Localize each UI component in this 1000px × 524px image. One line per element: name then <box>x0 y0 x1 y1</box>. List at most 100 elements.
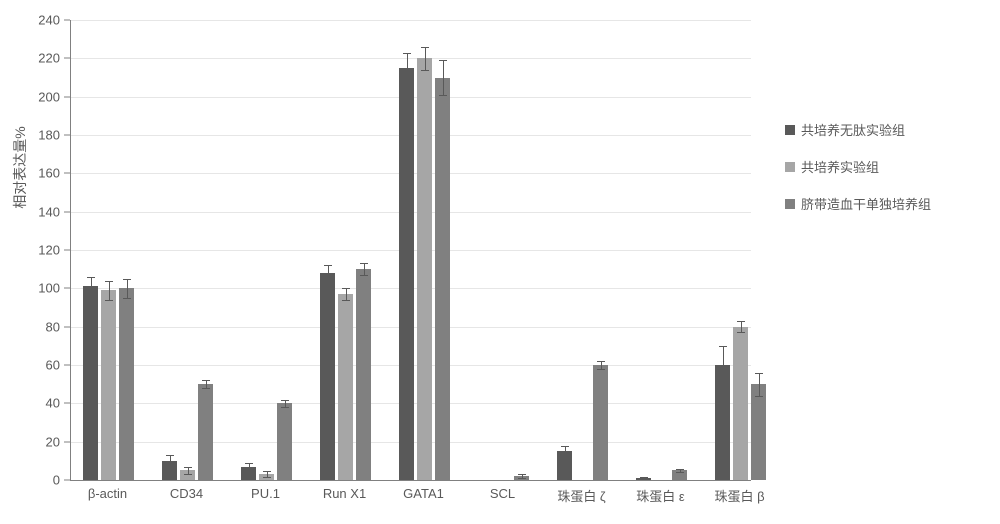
error-bar-cap <box>360 263 368 264</box>
legend-label: 共培养无肽实验组 <box>801 120 905 139</box>
legend-swatch <box>785 199 795 209</box>
legend-swatch <box>785 162 795 172</box>
bar <box>277 403 292 480</box>
error-bar-cap <box>737 332 745 333</box>
x-category-label: 珠蛋白 β <box>714 486 764 505</box>
error-bar-cap <box>640 477 648 478</box>
bar-chart: 相对表达量% 020406080100120140160180200220240… <box>0 0 1000 524</box>
error-bar <box>346 288 347 300</box>
error-bar-cap <box>245 470 253 471</box>
x-category-label: CD34 <box>170 486 203 501</box>
error-bar-cap <box>439 60 447 61</box>
bar <box>198 384 213 480</box>
error-bar <box>601 361 602 369</box>
x-category-label: 珠蛋白 ζ <box>557 486 605 505</box>
y-tick-label: 220 <box>0 51 60 66</box>
y-tick-label: 240 <box>0 13 60 28</box>
error-bar-cap <box>263 471 271 472</box>
error-bar <box>328 265 329 280</box>
y-tick-label: 60 <box>0 358 60 373</box>
error-bar-cap <box>403 53 411 54</box>
error-bar-cap <box>184 467 192 468</box>
error-bar-cap <box>281 407 289 408</box>
gridline <box>71 58 751 59</box>
y-tick-label: 140 <box>0 204 60 219</box>
error-bar-cap <box>166 455 174 456</box>
y-tick-label: 40 <box>0 396 60 411</box>
y-tick-label: 120 <box>0 243 60 258</box>
x-category-label: PU.1 <box>251 486 280 501</box>
error-bar <box>565 446 566 458</box>
bar <box>399 68 414 480</box>
legend-item: 共培养无肽实验组 <box>785 120 931 139</box>
error-bar-cap <box>123 298 131 299</box>
error-bar-cap <box>202 380 210 381</box>
error-bar <box>723 346 724 384</box>
error-bar-cap <box>518 474 526 475</box>
error-bar <box>249 463 250 471</box>
error-bar <box>425 47 426 70</box>
bar <box>83 286 98 480</box>
legend-item: 共培养实验组 <box>785 157 931 176</box>
gridline <box>71 20 751 21</box>
error-bar-cap <box>324 265 332 266</box>
error-bar-cap <box>87 277 95 278</box>
error-bar-cap <box>281 400 289 401</box>
x-category-label: Run X1 <box>323 486 366 501</box>
error-bar <box>759 373 760 396</box>
error-bar-cap <box>421 47 429 48</box>
error-bar-cap <box>324 281 332 282</box>
error-bar-cap <box>561 446 569 447</box>
error-bar-cap <box>755 373 763 374</box>
error-bar-cap <box>87 296 95 297</box>
bar <box>119 288 134 480</box>
error-bar-cap <box>597 369 605 370</box>
plot-area <box>70 20 751 481</box>
bar <box>751 384 766 480</box>
legend: 共培养无肽实验组共培养实验组脐带造血干单独培养组 <box>785 120 931 231</box>
error-bar-cap <box>105 281 113 282</box>
error-bar-cap <box>561 457 569 458</box>
y-tick-label: 100 <box>0 281 60 296</box>
bar <box>593 365 608 480</box>
error-bar-cap <box>755 396 763 397</box>
y-tick-label: 180 <box>0 128 60 143</box>
error-bar <box>443 60 444 95</box>
error-bar-cap <box>719 384 727 385</box>
x-category-label: β-actin <box>88 486 127 501</box>
error-bar-cap <box>676 469 684 470</box>
bar <box>356 269 371 480</box>
legend-label: 共培养实验组 <box>801 157 879 176</box>
bar <box>733 327 748 480</box>
bar <box>417 58 432 480</box>
error-bar-cap <box>202 388 210 389</box>
legend-item: 脐带造血干单独培养组 <box>785 194 931 213</box>
error-bar <box>407 53 408 84</box>
bar <box>320 273 335 480</box>
error-bar-cap <box>439 95 447 96</box>
error-bar <box>188 467 189 475</box>
error-bar-cap <box>263 477 271 478</box>
legend-label: 脐带造血干单独培养组 <box>801 194 931 213</box>
x-category-label: GATA1 <box>403 486 444 501</box>
y-tick-label: 0 <box>0 473 60 488</box>
error-bar-cap <box>737 321 745 322</box>
error-bar-cap <box>421 70 429 71</box>
error-bar <box>170 455 171 467</box>
error-bar-cap <box>184 474 192 475</box>
error-bar-cap <box>360 275 368 276</box>
legend-swatch <box>785 125 795 135</box>
error-bar-cap <box>640 479 648 480</box>
error-bar-cap <box>518 478 526 479</box>
error-bar-cap <box>676 472 684 473</box>
y-tick-label: 20 <box>0 434 60 449</box>
error-bar-cap <box>342 288 350 289</box>
error-bar-cap <box>342 300 350 301</box>
x-category-label: 珠蛋白 ε <box>636 486 684 505</box>
error-bar-cap <box>719 346 727 347</box>
bar <box>338 294 353 480</box>
error-bar <box>364 263 365 275</box>
error-bar-cap <box>597 361 605 362</box>
error-bar <box>127 279 128 298</box>
error-bar-cap <box>123 279 131 280</box>
